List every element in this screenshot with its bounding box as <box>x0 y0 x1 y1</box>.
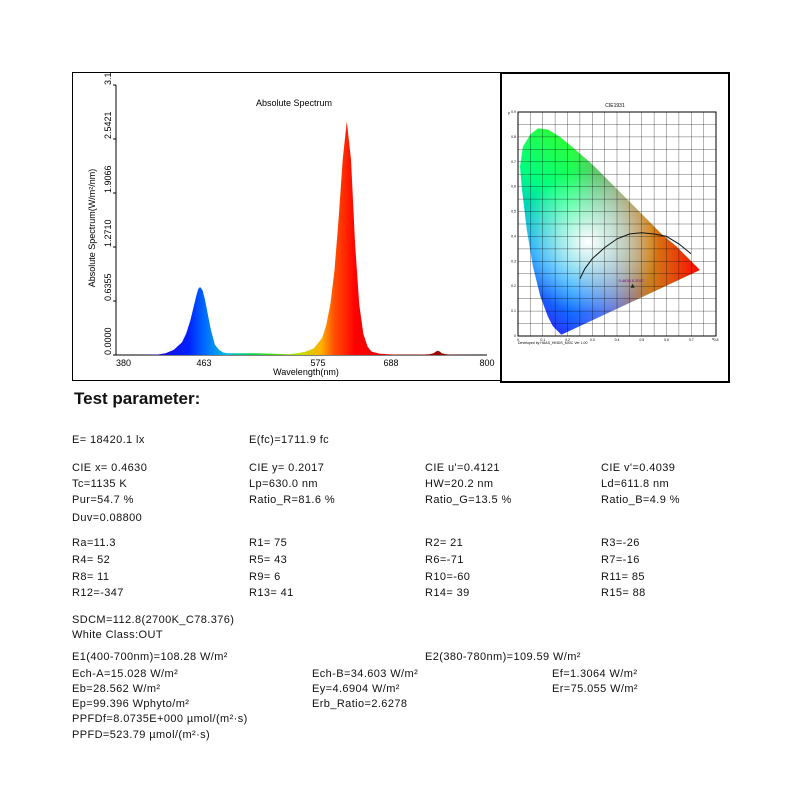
param-lp: Lp=630.0 nm <box>249 478 318 490</box>
cie-y-tick-label: 0.6 <box>511 185 516 189</box>
cie-y-tick-label: 0.5 <box>511 210 516 214</box>
spectrum-title: Absolute Spectrum <box>256 98 332 108</box>
spectrum-area <box>140 121 487 355</box>
cie-x-tick-label: 0.6 <box>664 338 669 342</box>
cie-y-tick-label: 0.4 <box>511 234 516 238</box>
cie-y-label: y <box>508 110 510 115</box>
spectrum-x-tick-label: 575 <box>310 358 325 368</box>
param-r12: R12=-347 <box>72 587 124 599</box>
spectrum-axes <box>115 85 487 356</box>
spectrum-chart-panel: 380 463 575 688 800 0.0000 0.6355 1.2710 1.9066 2… <box>72 57 502 381</box>
param-ratio-g: Ratio_G=13.5 % <box>425 494 512 506</box>
param-cie-v: CIE v'=0.4039 <box>601 462 676 474</box>
param-r10: R10=-60 <box>425 571 471 583</box>
cie-footer: Developed by HAAS_HINDS_MXIC Ver 1.00 <box>518 341 588 345</box>
param-e2: E2(380-780nm)=109.59 W/m² <box>425 651 581 663</box>
spectrum-y-tick-label: 0.0000 <box>103 327 113 355</box>
cie-chart: CIE1931 0 0.1 0.2 0.3 0.4 0.5 0.6 0.7 0.8 0 0.1 0.2… <box>508 103 718 345</box>
spectrum-x-tick-label: 380 <box>116 358 131 368</box>
cie-point-marker <box>630 283 635 288</box>
param-sdcm: SDCM=112.8(2700K_C78.376) <box>72 614 235 626</box>
spectrum-y-tick-label: 1.2710 <box>103 219 113 247</box>
param-e1: E1(400-700nm)=108.28 W/m² <box>72 651 228 663</box>
test-parameter-heading: Test parameter: <box>74 389 201 408</box>
spectrum-chart: 380 463 575 688 800 0.0000 0.6355 1.2710 1.9066 2… <box>87 57 495 377</box>
param-r9: R9= 6 <box>249 571 281 583</box>
param-er: Er=75.055 W/m² <box>552 683 638 695</box>
param-r5: R5= 43 <box>249 554 288 566</box>
param-purity: Pur=54.7 % <box>72 494 134 506</box>
cie-x-tick-label: 0 <box>517 338 519 342</box>
cie-grid <box>517 111 717 337</box>
spectrum-x-tick-label: 688 <box>383 358 398 368</box>
cie-x-tick-label: 0.5 <box>639 338 644 342</box>
cie-x-tick-label: 0.1 <box>540 338 545 342</box>
cie-title: CIE1931 <box>605 103 625 109</box>
spectrum-x-label: Wavelength(nm) <box>273 367 339 377</box>
param-r3: R3=-26 <box>601 537 640 549</box>
param-r7: R7=-16 <box>601 554 640 566</box>
param-r1: R1= 75 <box>249 537 288 549</box>
cie-y-tick-label: 0 <box>514 334 516 338</box>
param-r6: R6=-71 <box>425 554 464 566</box>
cie-chart-panel: CIE1931 0 0.1 0.2 0.3 0.4 0.5 0.6 0.7 0.8 0 0.1 0.2… <box>500 72 730 383</box>
param-ech-b: Ech-B=34.603 W/m² <box>312 668 419 680</box>
param-duv: Duv=0.08800 <box>72 512 143 524</box>
spectrum-x-tick-label: 463 <box>196 358 211 368</box>
spectrum-x-tick-label: 800 <box>479 358 494 368</box>
param-cie-y: CIE y= 0.2017 <box>249 462 325 474</box>
param-ppfd: PPFD=523.79 µmol/(m²·s) <box>72 729 211 741</box>
cie-y-tick-label: 0.8 <box>511 135 516 139</box>
param-erb-ratio: Erb_Ratio=2.6278 <box>312 698 408 710</box>
cie-y-tick-label: 0.2 <box>511 284 516 288</box>
spectrum-y-tick-label: 1.9066 <box>103 165 113 193</box>
param-r13: R13= 41 <box>249 587 294 599</box>
cie-x-tick-label: 0.8 <box>714 338 719 342</box>
param-cie-u: CIE u'=0.4121 <box>425 462 500 474</box>
param-illuminance-fc: E(fc)=1711.9 fc <box>249 434 330 446</box>
param-ratio-b: Ratio_B=4.9 % <box>601 494 680 506</box>
param-r15: R15= 88 <box>601 587 646 599</box>
param-ey: Ey=4.6904 W/m² <box>312 683 400 695</box>
param-tc: Tc=1135 K <box>72 478 128 490</box>
spectrum-y-tick-label: 2.5421 <box>103 111 113 139</box>
param-ech-a: Ech-A=15.028 W/m² <box>72 668 179 680</box>
spectrum-y-tick-label: 0.6355 <box>103 273 113 301</box>
planckian-locus <box>579 232 692 280</box>
cie-plot-frame <box>517 111 717 337</box>
cie-x-tick-label: 0.3 <box>590 338 595 342</box>
cie-y-tick-label: 0.7 <box>511 160 516 164</box>
cie-ticks: 0 0.1 0.2 0.3 0.4 0.5 0.6 0.7 0.8 0 0.1 0.2 0.3 0.4 0.… <box>511 110 718 342</box>
cie-y-tick-label: 0.1 <box>511 309 516 313</box>
cie-y-tick-label: 0.3 <box>511 259 516 263</box>
param-ra: Ra=11.3 <box>72 537 116 549</box>
cie-point-label: 0.4630,0.2017 <box>619 278 645 283</box>
param-r14: R14= 39 <box>425 587 470 599</box>
param-r11: R11= 85 <box>601 571 645 583</box>
cie-locus-white <box>520 128 700 335</box>
cie-y-tick-label: 0.9 <box>511 110 516 114</box>
param-r4: R4= 52 <box>72 554 111 566</box>
param-ppfdf: PPFDf=8.0735E+000 µmol/(m²·s) <box>72 713 248 725</box>
cie-x-tick-label: 0.7 <box>689 338 694 342</box>
param-ep: Ep=99.396 Wphyto/m² <box>72 698 190 710</box>
cie-x-label: x <box>712 336 714 341</box>
spectrum-ticks: 380 463 575 688 800 0.0000 0.6355 1.2710 1.9066 2… <box>103 57 495 368</box>
param-ef: Ef=1.3064 W/m² <box>552 668 638 680</box>
param-ld: Ld=611.8 nm <box>601 478 670 490</box>
cie-x-tick-label: 0.4 <box>615 338 620 342</box>
param-hw: HW=20.2 nm <box>425 478 494 490</box>
param-cie-x: CIE x= 0.4630 <box>72 462 148 474</box>
param-eb: Eb=28.562 W/m² <box>72 683 161 695</box>
param-r2: R2= 21 <box>425 537 464 549</box>
cie-locus <box>520 128 700 335</box>
spectrum-y-tick-label: 3.1776 <box>103 73 113 85</box>
param-r8: R8= 11 <box>72 571 110 583</box>
param-ratio-r: Ratio_R=81.6 % <box>249 494 336 506</box>
param-illuminance: E= 18420.1 lx <box>72 434 145 446</box>
cie-x-tick-label: 0.2 <box>565 338 570 342</box>
spectrum-y-label: Absolute Spectrum(W/m²/nm) <box>87 169 97 288</box>
param-white-class: White Class:OUT <box>72 629 163 641</box>
